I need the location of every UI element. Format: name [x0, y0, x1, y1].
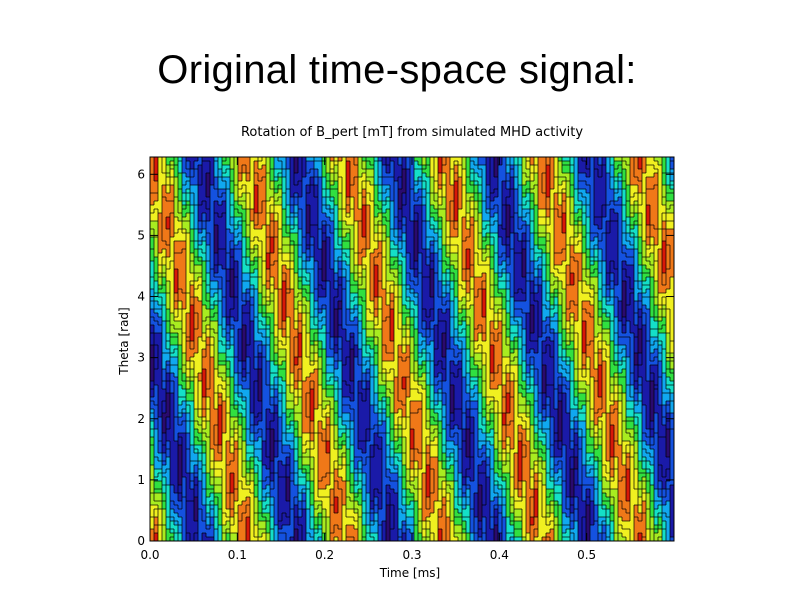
y-tick-label: 5	[137, 228, 145, 242]
y-axis-ticks: 0 1 2 3 4 5 6	[137, 167, 674, 548]
chart-title: Rotation of B_pert [mT] from simulated M…	[241, 125, 583, 140]
x-tick-label: 0.4	[490, 548, 509, 562]
y-tick-label: 0	[137, 534, 145, 548]
x-tick-label: 0.0	[140, 548, 159, 562]
x-tick-label: 0.1	[228, 548, 247, 562]
x-axis-ticks: 0.0 0.1 0.2 0.3 0.4 0.5	[140, 157, 596, 562]
x-tick-label: 0.2	[315, 548, 334, 562]
y-tick-label: 4	[137, 290, 145, 304]
slide-title: Original time-space signal:	[0, 48, 794, 93]
y-tick-label: 2	[137, 412, 145, 426]
y-tick-label: 3	[137, 351, 145, 365]
y-tick-label: 6	[137, 167, 145, 181]
x-axis-label: Time [ms]	[379, 566, 441, 580]
x-tick-label: 0.5	[577, 548, 596, 562]
y-axis-label: Theta [rad]	[117, 307, 131, 375]
contour-field	[150, 157, 674, 541]
x-tick-label: 0.3	[402, 548, 421, 562]
y-tick-label: 1	[137, 473, 145, 487]
